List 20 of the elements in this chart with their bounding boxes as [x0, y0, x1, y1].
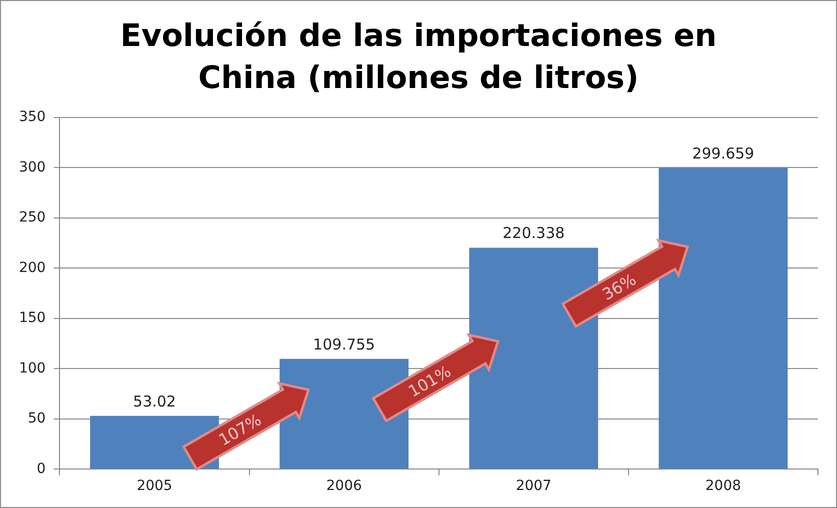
- annotation: 36%: [599, 270, 640, 304]
- data-label: 220.338: [502, 224, 565, 242]
- y-tick-label: 100: [18, 360, 46, 376]
- x-tick-label: 2008: [705, 478, 742, 494]
- bar: [658, 168, 788, 469]
- x-tick-label: 2005: [136, 478, 172, 494]
- y-tick-label: 300: [18, 159, 46, 176]
- y-tick-label: 250: [18, 210, 46, 226]
- data-label: 299.659: [692, 144, 754, 162]
- y-tick-label: 0: [36, 460, 46, 477]
- y-tick-label: 50: [28, 410, 46, 427]
- data-label: 53.02: [133, 392, 176, 410]
- y-tick-label: 200: [18, 260, 46, 276]
- y-tick-label: 150: [18, 310, 46, 326]
- x-tick-label: 2007: [516, 478, 552, 494]
- chart-title: Evolución de las importaciones en China (millones de litros): [119, 17, 718, 98]
- data-label: 109.755: [313, 335, 376, 354]
- x-tick-label: 2006: [326, 478, 362, 494]
- y-tick-label: 350: [18, 109, 46, 126]
- bar: [469, 248, 598, 469]
